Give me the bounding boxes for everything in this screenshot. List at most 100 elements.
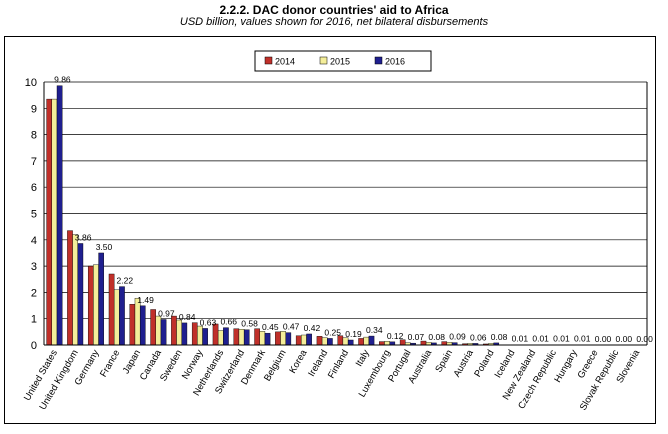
chart-subtitle: USD billion, values shown for 2016, net …: [179, 16, 489, 28]
data-label: 0.97: [158, 308, 175, 318]
bar-2016: [264, 332, 271, 346]
y-tick-label: 6: [31, 182, 37, 194]
bar-2014: [233, 328, 240, 346]
bar-2014: [87, 265, 94, 346]
bar-2014: [191, 322, 198, 346]
legend-label-2016: 2016: [385, 57, 405, 67]
data-label: 1.49: [137, 295, 154, 305]
data-label: 0.00: [595, 334, 612, 344]
data-label: 3.86: [75, 232, 92, 242]
legend-swatch-2014: [264, 56, 273, 65]
bar-2016: [202, 328, 208, 346]
data-label: 9.86: [54, 75, 71, 85]
bar-2016: [160, 319, 167, 346]
bar-2015: [176, 319, 182, 346]
bar-2016: [306, 333, 312, 346]
chart-frame: [4, 36, 656, 424]
bar-2016: [181, 322, 188, 346]
data-label: 0.08: [428, 332, 445, 342]
data-label: 0.01: [574, 334, 591, 344]
data-label: 0.12: [387, 331, 404, 341]
bars: [46, 85, 614, 346]
bar-2015: [155, 315, 162, 346]
y-tick-label: 9: [31, 103, 37, 115]
bar-2015: [238, 329, 245, 346]
y-tick-label: 1: [31, 314, 37, 326]
data-label: 0.58: [241, 319, 258, 329]
y-tick-label: 10: [25, 77, 37, 89]
bar-2016: [77, 243, 84, 346]
data-labels: 9.86 3.86 3.50 2.221.49 0.97 0.84 0.63 0.66 0.58…: [54, 75, 653, 344]
bar-2014: [108, 273, 115, 346]
bar-2014: [254, 328, 260, 346]
data-label: 0.25: [324, 327, 341, 337]
bar-2015: [363, 336, 370, 346]
y-tick-label: 7: [31, 156, 37, 168]
bar-2014: [67, 230, 73, 346]
bar-2016: [56, 85, 63, 346]
data-label: 0.42: [304, 323, 321, 333]
bar-2015: [197, 325, 203, 346]
bar-2016: [119, 286, 125, 346]
legend-swatch-2015: [319, 56, 328, 65]
bar-2015: [259, 331, 266, 346]
bar-2016: [347, 339, 354, 346]
bar-2014: [150, 309, 156, 346]
bar-2015: [134, 297, 141, 346]
legend-label-2014: 2014: [275, 57, 295, 67]
legend-box: [254, 50, 432, 72]
y-tick-label: 5: [31, 209, 37, 221]
data-label: 0.08: [491, 332, 508, 342]
y-tick-label: 4: [31, 235, 37, 247]
bar-2014: [441, 341, 448, 346]
x-tick-label: Italy: [354, 348, 372, 369]
data-label: 0.07: [408, 332, 425, 342]
data-label: 0.00: [616, 334, 633, 344]
data-label: 0.01: [512, 334, 529, 344]
data-label: 0.01: [532, 334, 549, 344]
y-tick-label: 8: [31, 130, 37, 142]
legend-swatch-2016: [374, 56, 383, 65]
bar-2015: [51, 98, 58, 346]
bar-2015: [301, 334, 307, 346]
bar-2016: [98, 252, 104, 346]
bar-2014: [46, 98, 52, 346]
bar-2015: [113, 289, 120, 346]
bar-2014: [129, 304, 136, 346]
data-label: 0.63: [200, 317, 217, 327]
data-label: 0.01: [553, 334, 570, 344]
x-tick-label: Finland: [326, 348, 351, 380]
bar-2014: [358, 338, 364, 346]
data-label: 0.47: [283, 322, 300, 332]
bar-2015: [321, 337, 328, 346]
data-label: 2.22: [117, 276, 134, 286]
data-label: 0.00: [636, 334, 653, 344]
x-tick-label: France: [98, 348, 122, 379]
data-label: 0.84: [179, 312, 196, 322]
bar-2015: [93, 264, 99, 346]
legend-label-2015: 2015: [330, 57, 350, 67]
bar-2016: [243, 329, 250, 346]
bar-2015: [384, 341, 390, 346]
data-label: 0.19: [345, 329, 362, 339]
bar-2016: [139, 305, 146, 346]
bar-2015: [72, 234, 78, 346]
bar-2015: [217, 330, 224, 346]
bar-2014: [316, 336, 323, 346]
y-tick-label: 2: [31, 287, 37, 299]
bar-2014: [295, 335, 302, 346]
data-label: 0.06: [470, 332, 487, 342]
data-label: 3.50: [96, 242, 113, 252]
data-label: 0.66: [220, 317, 237, 327]
data-label: 0.34: [366, 325, 383, 335]
bar-2014: [379, 341, 385, 346]
y-tick-label: 3: [31, 261, 37, 273]
legend: 2014 2015 2016: [254, 50, 432, 72]
bar-2015: [280, 331, 286, 346]
bar-2016: [368, 335, 375, 346]
gridlines: [44, 81, 647, 346]
data-label: 0.45: [262, 322, 279, 332]
chart-title: 2.2.2. DAC donor countries' aid to Afric…: [219, 3, 449, 17]
